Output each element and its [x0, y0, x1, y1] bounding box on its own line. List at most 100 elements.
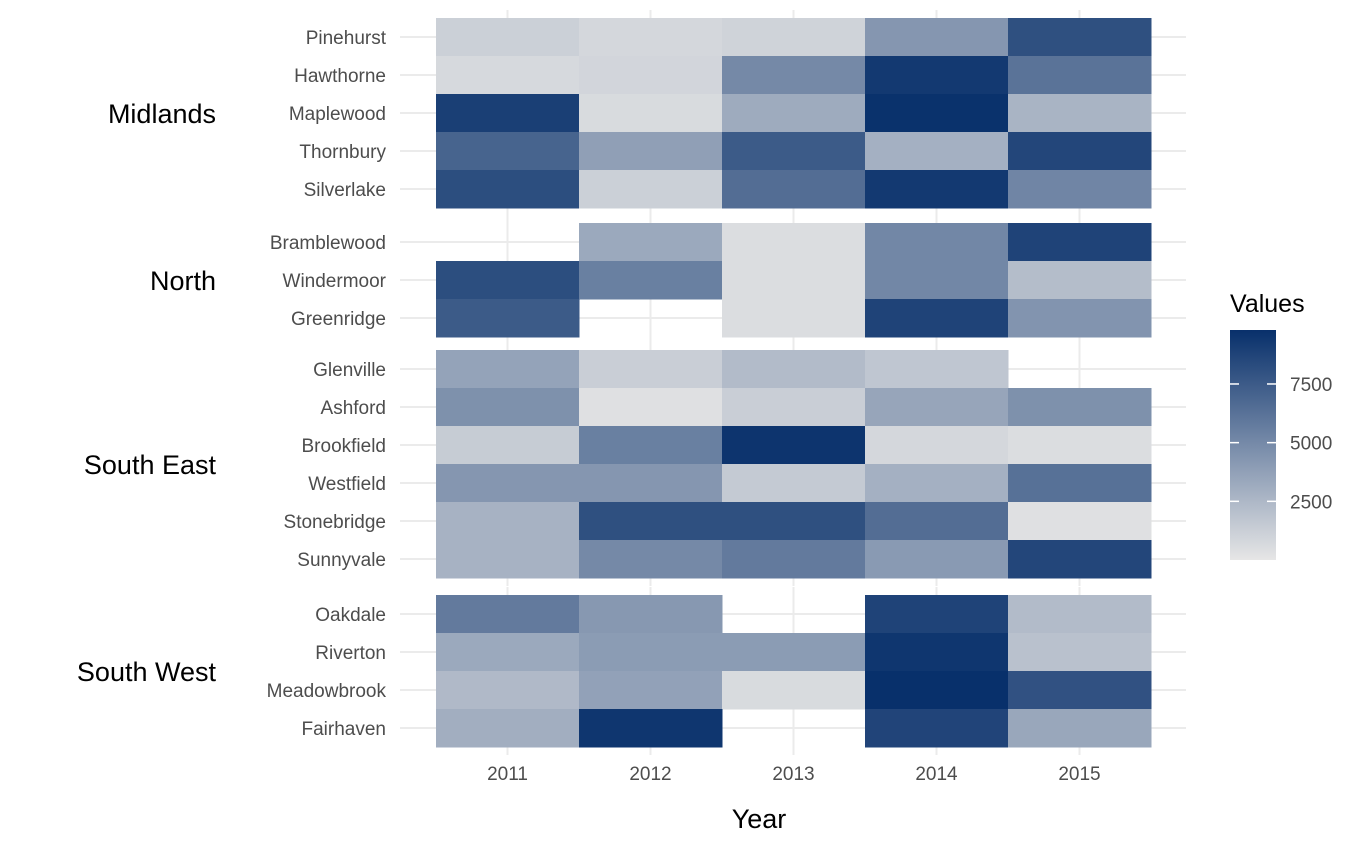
row-tick-label: Glenville — [313, 360, 386, 381]
heatmap-cell — [865, 18, 1009, 57]
heatmap-cell — [1008, 464, 1152, 503]
heatmap-cell — [579, 595, 723, 634]
heatmap-cell — [865, 709, 1009, 748]
legend-title: Values — [1230, 290, 1305, 318]
group-label: North — [150, 266, 216, 296]
heatmap-cell — [1008, 709, 1152, 748]
row-tick-label: Ashford — [321, 398, 386, 419]
heatmap-cell — [1008, 502, 1152, 541]
row-tick-label: Sunnyvale — [297, 550, 386, 571]
heatmap-cell — [1008, 132, 1152, 171]
heatmap-cell — [436, 464, 580, 503]
heatmap-cell — [1008, 299, 1152, 338]
row-tick-label: Westfield — [308, 474, 386, 495]
x-tick-label: 2012 — [629, 764, 671, 785]
heatmap-cell — [865, 56, 1009, 95]
group-labels: Midlands North South East South West — [77, 99, 217, 687]
heatmap-cell — [436, 299, 580, 338]
legend-tick-label: 7500 — [1290, 375, 1332, 396]
heatmap-cell — [579, 132, 723, 171]
heatmap-cell — [436, 502, 580, 541]
heatmap-cell — [579, 633, 723, 672]
heatmap-cell — [1008, 540, 1152, 579]
legend-tick-label: 2500 — [1290, 492, 1332, 513]
heatmap-cell — [579, 56, 723, 95]
heatmap-cell — [865, 170, 1009, 209]
heatmap-cell — [436, 56, 580, 95]
heatmap-cells — [436, 18, 1152, 748]
heatmap-cell — [722, 223, 866, 262]
x-tick-label: 2013 — [772, 764, 814, 785]
row-tick-label: Silverlake — [304, 180, 386, 201]
row-tick-label: Fairhaven — [302, 719, 387, 740]
heatmap-cell — [436, 633, 580, 672]
legend-tick-label: 5000 — [1290, 434, 1332, 455]
row-tick-label: Pinehurst — [306, 28, 387, 49]
heatmap-cell — [1008, 56, 1152, 95]
heatmap-cell — [579, 94, 723, 133]
heatmap-cell — [722, 261, 866, 300]
group-label: Midlands — [108, 99, 216, 129]
heatmap-cell — [1008, 388, 1152, 427]
row-tick-label: Riverton — [315, 643, 386, 664]
heatmap-cell — [436, 132, 580, 171]
group-label: South West — [77, 657, 217, 687]
heatmap-cell — [579, 502, 723, 541]
group-label: South East — [84, 450, 217, 480]
legend-ticks: 2500 5000 7500 — [1230, 375, 1332, 513]
heatmap-cell — [1008, 223, 1152, 262]
heatmap-cell — [436, 170, 580, 209]
heatmap-cell — [436, 709, 580, 748]
heatmap-cell — [722, 502, 866, 541]
heatmap-cell — [579, 18, 723, 57]
heatmap-cell — [865, 299, 1009, 338]
heatmap-cell — [722, 18, 866, 57]
heatmap-cell — [865, 671, 1009, 710]
heatmap-cell — [436, 540, 580, 579]
heatmap-cell — [1008, 261, 1152, 300]
heatmap-cell — [436, 671, 580, 710]
row-tick-labels: Pinehurst Hawthorne Maplewood Thornbury Silv… — [267, 28, 387, 740]
heatmap-cell — [722, 94, 866, 133]
heatmap-cell — [579, 388, 723, 427]
heatmap-cell — [865, 388, 1009, 427]
heatmap-cell — [722, 170, 866, 209]
x-tick-labels: 2011 2012 2013 2014 2015 — [487, 764, 1101, 785]
heatmap-cell — [1008, 426, 1152, 465]
heatmap-cell — [722, 388, 866, 427]
heatmap-cell — [1008, 18, 1152, 57]
heatmap-cell — [436, 350, 580, 389]
heatmap-cell — [436, 595, 580, 634]
heatmap-cell — [1008, 595, 1152, 634]
row-tick-label: Windermoor — [283, 271, 387, 292]
row-tick-label: Brookfield — [302, 436, 387, 457]
heatmap-cell — [1008, 94, 1152, 133]
x-tick-label: 2014 — [915, 764, 958, 785]
x-tick-label: 2011 — [487, 764, 528, 785]
legend: Values 2500 5000 7500 — [1230, 290, 1332, 560]
heatmap-cell — [722, 671, 866, 710]
heatmap-cell — [579, 426, 723, 465]
row-tick-label: Stonebridge — [284, 512, 386, 533]
heatmap-cell — [722, 540, 866, 579]
heatmap-cell — [579, 261, 723, 300]
heatmap-cell — [1008, 671, 1152, 710]
heatmap-cell — [722, 299, 866, 338]
heatmap-cell — [436, 261, 580, 300]
heatmap-cell — [436, 94, 580, 133]
row-tick-label: Hawthorne — [294, 66, 386, 87]
heatmap-cell — [579, 671, 723, 710]
x-tick-label: 2015 — [1058, 764, 1100, 785]
row-tick-label: Greenridge — [291, 309, 386, 330]
heatmap-cell — [722, 464, 866, 503]
heatmap-cell — [722, 426, 866, 465]
heatmap-cell — [865, 426, 1009, 465]
heatmap-cell — [722, 633, 866, 672]
heatmap-cell — [865, 464, 1009, 503]
heatmap-cell — [579, 540, 723, 579]
heatmap-cell — [1008, 633, 1152, 672]
heatmap-cell — [865, 595, 1009, 634]
row-tick-label: Oakdale — [315, 605, 386, 626]
heatmap-cell — [865, 502, 1009, 541]
row-tick-label: Maplewood — [289, 104, 386, 125]
